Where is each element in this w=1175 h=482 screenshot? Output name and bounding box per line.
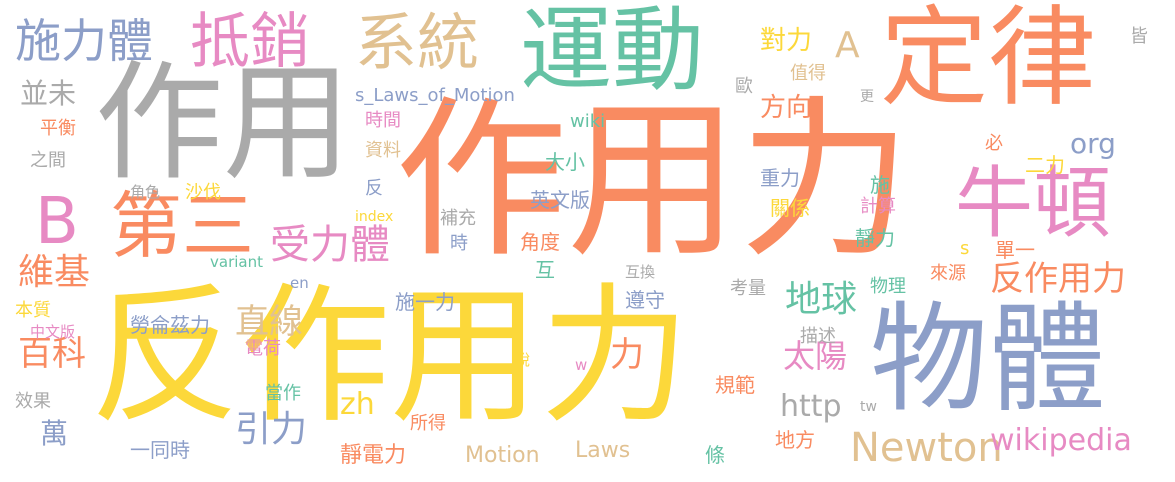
- word-83: 物理: [870, 276, 906, 297]
- word-66: 條: [705, 443, 725, 467]
- word-49: Motion: [465, 443, 540, 468]
- word-41: 中文版: [30, 323, 76, 341]
- word-60: 互: [535, 258, 555, 282]
- word-47: 靜電力: [340, 443, 407, 468]
- word-38: variant: [210, 253, 263, 271]
- word-26: 並未: [20, 77, 77, 110]
- word-36: 沙伐: [185, 182, 221, 203]
- word-4: 物體: [870, 290, 1107, 428]
- word-6: 運動: [520, 0, 705, 104]
- word-14: 反作用力: [990, 259, 1126, 299]
- word-50: Laws: [575, 438, 631, 463]
- word-75: 二力: [1025, 153, 1065, 177]
- word-67: 地方: [775, 428, 815, 452]
- word-40: 本質: [15, 300, 51, 321]
- word-84: 來源: [930, 263, 966, 284]
- word-22: wikipedia: [990, 423, 1132, 458]
- word-2: 反作用力: [90, 270, 691, 444]
- word-44: 電荷: [245, 338, 281, 359]
- word-79: 計算: [860, 196, 896, 217]
- word-29: org: [1070, 127, 1116, 160]
- word-54: 補充: [440, 208, 476, 229]
- word-65: 規範: [715, 373, 755, 397]
- word-55: 時: [450, 233, 468, 254]
- word-32: s_Laws_of_Motion: [355, 85, 515, 106]
- word-45: 當作: [265, 383, 301, 404]
- word-30: 萬: [40, 417, 69, 450]
- word-76: 重力: [760, 166, 800, 190]
- word-51: 時間: [365, 110, 401, 131]
- word-82: 單一: [995, 238, 1035, 262]
- word-53: 反: [365, 178, 383, 199]
- word-61: 施一力: [395, 290, 455, 314]
- word-46: 一同時: [130, 438, 190, 462]
- word-35: 角色: [130, 183, 161, 201]
- word-86: 皆: [1130, 26, 1148, 47]
- word-33: 平衡: [40, 118, 76, 139]
- word-57: 大小: [545, 150, 585, 174]
- word-85: tw: [860, 399, 877, 415]
- word-17: 太陽: [783, 337, 848, 375]
- word-3: 作用: [95, 49, 352, 198]
- word-63: 說: [515, 351, 531, 369]
- word-69: 考量: [730, 278, 766, 299]
- word-18: 維基: [18, 252, 91, 293]
- word-70: 描述: [800, 326, 836, 347]
- word-81: s: [960, 238, 970, 259]
- word-1: 作用力: [395, 80, 911, 281]
- word-9: 系統: [355, 6, 480, 79]
- word-77: 施: [870, 173, 890, 197]
- word-43: 勞侖茲力: [130, 313, 210, 337]
- word-48: 所得: [410, 413, 446, 434]
- word-31: zh: [340, 387, 375, 422]
- word-73: 更: [860, 89, 874, 105]
- word-25: A: [835, 25, 860, 66]
- word-42: 效果: [15, 391, 51, 412]
- word-39: en: [290, 274, 309, 292]
- word-5: 定律: [880, 0, 1097, 121]
- word-24: 力: [610, 335, 644, 375]
- word-23: http: [780, 389, 842, 424]
- word-8: 第三: [110, 184, 255, 268]
- word-62: 遵守: [625, 288, 665, 312]
- word-71: 歐: [735, 76, 753, 97]
- word-72: 值得: [790, 63, 826, 84]
- word-11: 施力體: [15, 14, 153, 68]
- word-28: 方向: [760, 93, 813, 123]
- word-15: Newton: [850, 425, 1003, 471]
- word-56: wiki: [570, 111, 606, 132]
- word-80: 靜力: [855, 226, 895, 250]
- word-21: 引力: [235, 409, 308, 450]
- word-10: 抵銷: [190, 7, 310, 77]
- word-27: 對力: [760, 26, 813, 56]
- word-19: 百科: [18, 334, 86, 374]
- word-52: 資料: [365, 140, 401, 161]
- word-13: 受力體: [270, 222, 390, 268]
- word-74: 必: [985, 133, 1003, 154]
- word-58: 英文版: [530, 188, 590, 212]
- word-16: 地球: [785, 279, 858, 320]
- word-37: index: [355, 209, 394, 225]
- word-64: w: [575, 356, 588, 374]
- word-59: 角度: [520, 230, 560, 254]
- word-7: 牛頓: [955, 159, 1112, 249]
- word-34: 之間: [30, 150, 66, 171]
- word-68: 互換: [625, 263, 656, 281]
- word-12: B: [35, 185, 79, 259]
- word-20: 直線: [235, 302, 303, 342]
- word-78: 關係: [770, 196, 810, 220]
